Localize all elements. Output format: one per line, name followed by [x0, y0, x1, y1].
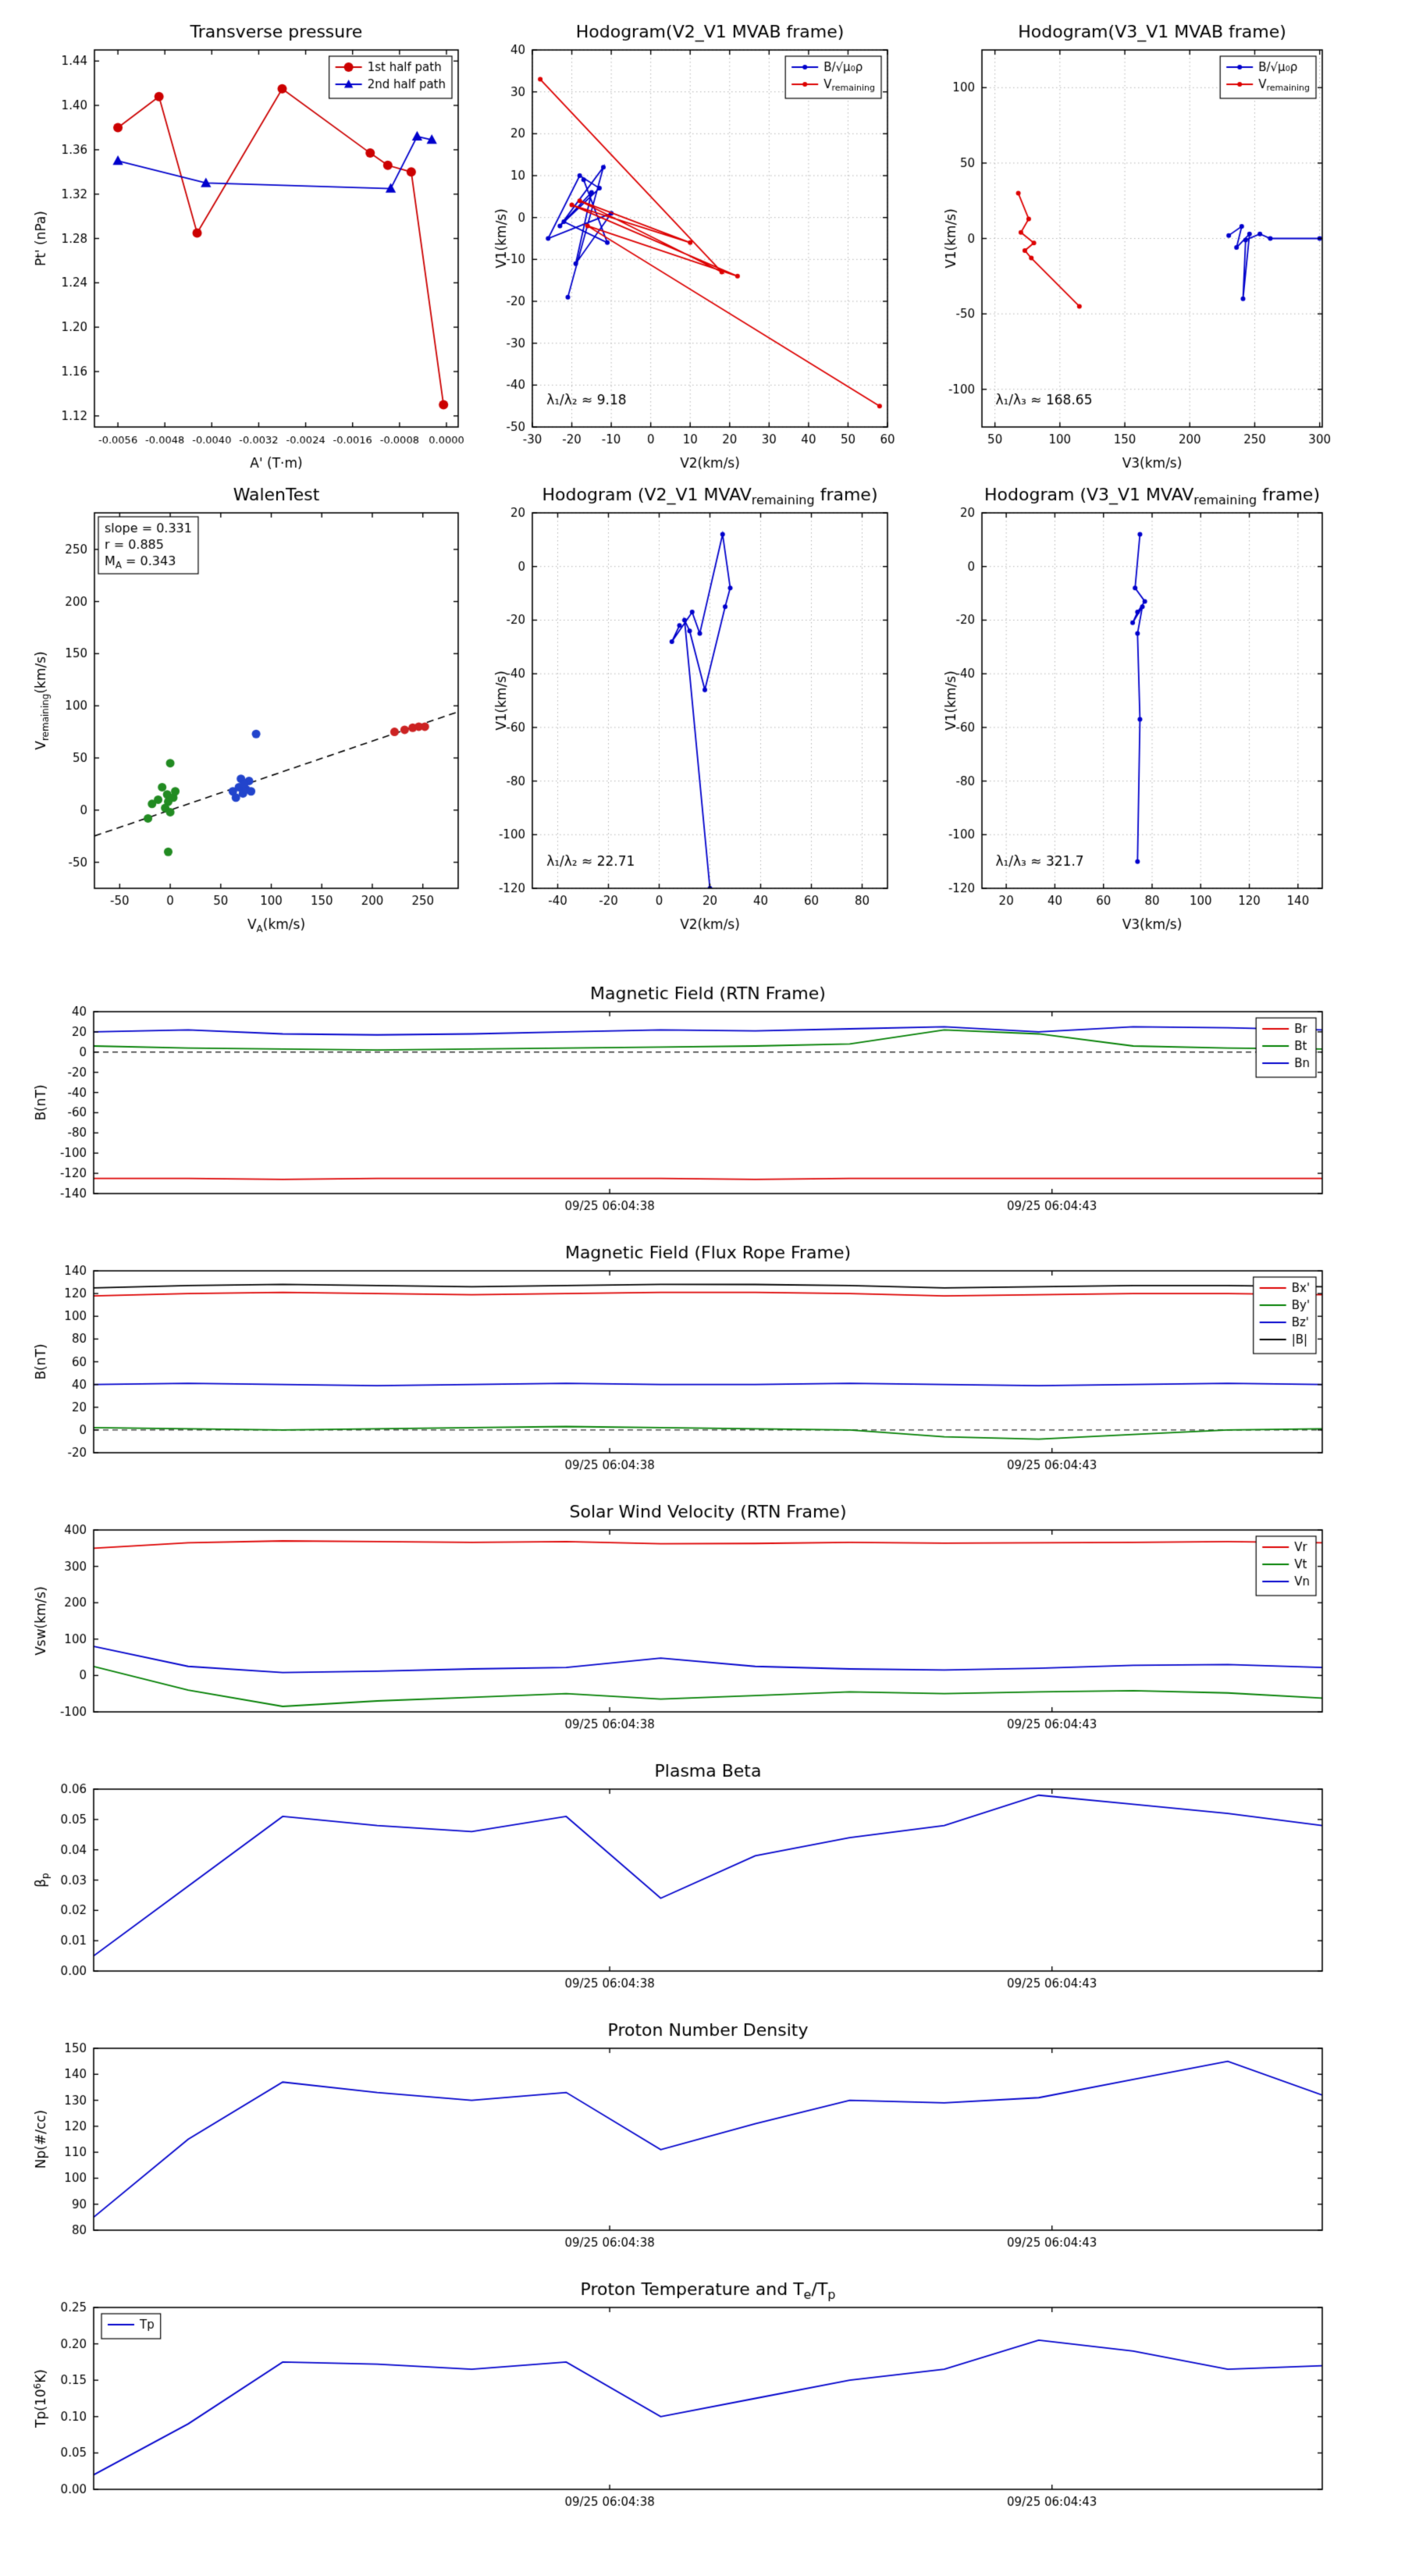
chart-transverse-pressure — [23, 8, 476, 476]
chart-plasma-beta — [23, 1753, 1382, 2003]
chart-hodogram-v3v1-mvab — [934, 8, 1339, 476]
chart-solar-wind-velocity — [23, 1494, 1382, 1744]
chart-magnetic-field-flux-rope — [23, 1235, 1382, 1485]
chart-proton-number-density — [23, 2012, 1382, 2262]
chart-hodogram-v2v1-mvav — [484, 471, 905, 939]
chart-magnetic-field-rtn — [23, 976, 1382, 1226]
chart-walen-test — [23, 471, 476, 939]
chart-hodogram-v2v1-mvab — [484, 8, 905, 476]
chart-hodogram-v3v1-mvav — [934, 471, 1339, 939]
chart-proton-temperature — [23, 2272, 1382, 2521]
